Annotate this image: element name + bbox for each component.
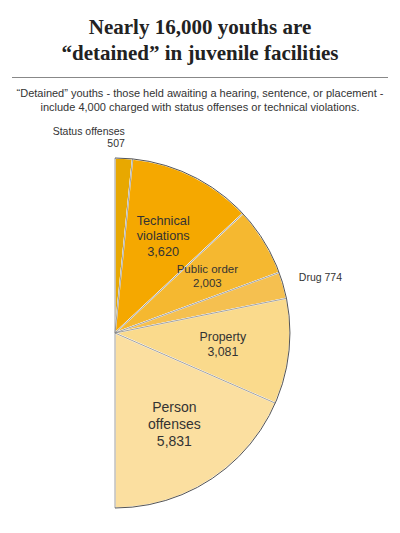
slice-label: Property3,081 bbox=[200, 331, 247, 360]
header: Nearly 16,000 youths are “detained” in j… bbox=[0, 0, 400, 115]
slice-label: Status offenses507 bbox=[53, 125, 125, 150]
slice bbox=[115, 333, 275, 508]
title: Nearly 16,000 youths are “detained” in j… bbox=[12, 14, 388, 67]
slice-label: Personoffenses5,831 bbox=[148, 399, 201, 449]
slice-label: Technicalviolations3,620 bbox=[137, 213, 190, 259]
dividers bbox=[115, 158, 290, 508]
subtitle: “Detained” youths - those held awaiting … bbox=[12, 86, 388, 116]
slice-label: Public order2,003 bbox=[177, 263, 239, 289]
divider bbox=[115, 273, 279, 334]
divider bbox=[115, 214, 243, 333]
rule bbox=[12, 77, 388, 78]
divider bbox=[115, 333, 116, 508]
divider bbox=[115, 299, 287, 334]
pie-chart: Status offenses507 Technicalviolations3,6… bbox=[0, 115, 400, 533]
divider bbox=[115, 333, 275, 403]
slice-label: Drug 774 bbox=[299, 271, 342, 283]
divider bbox=[115, 158, 116, 333]
labels: Status offenses507 Technicalviolations3,6… bbox=[53, 125, 343, 449]
slices bbox=[115, 158, 290, 508]
divider bbox=[115, 159, 133, 333]
outer-arc bbox=[115, 158, 290, 508]
